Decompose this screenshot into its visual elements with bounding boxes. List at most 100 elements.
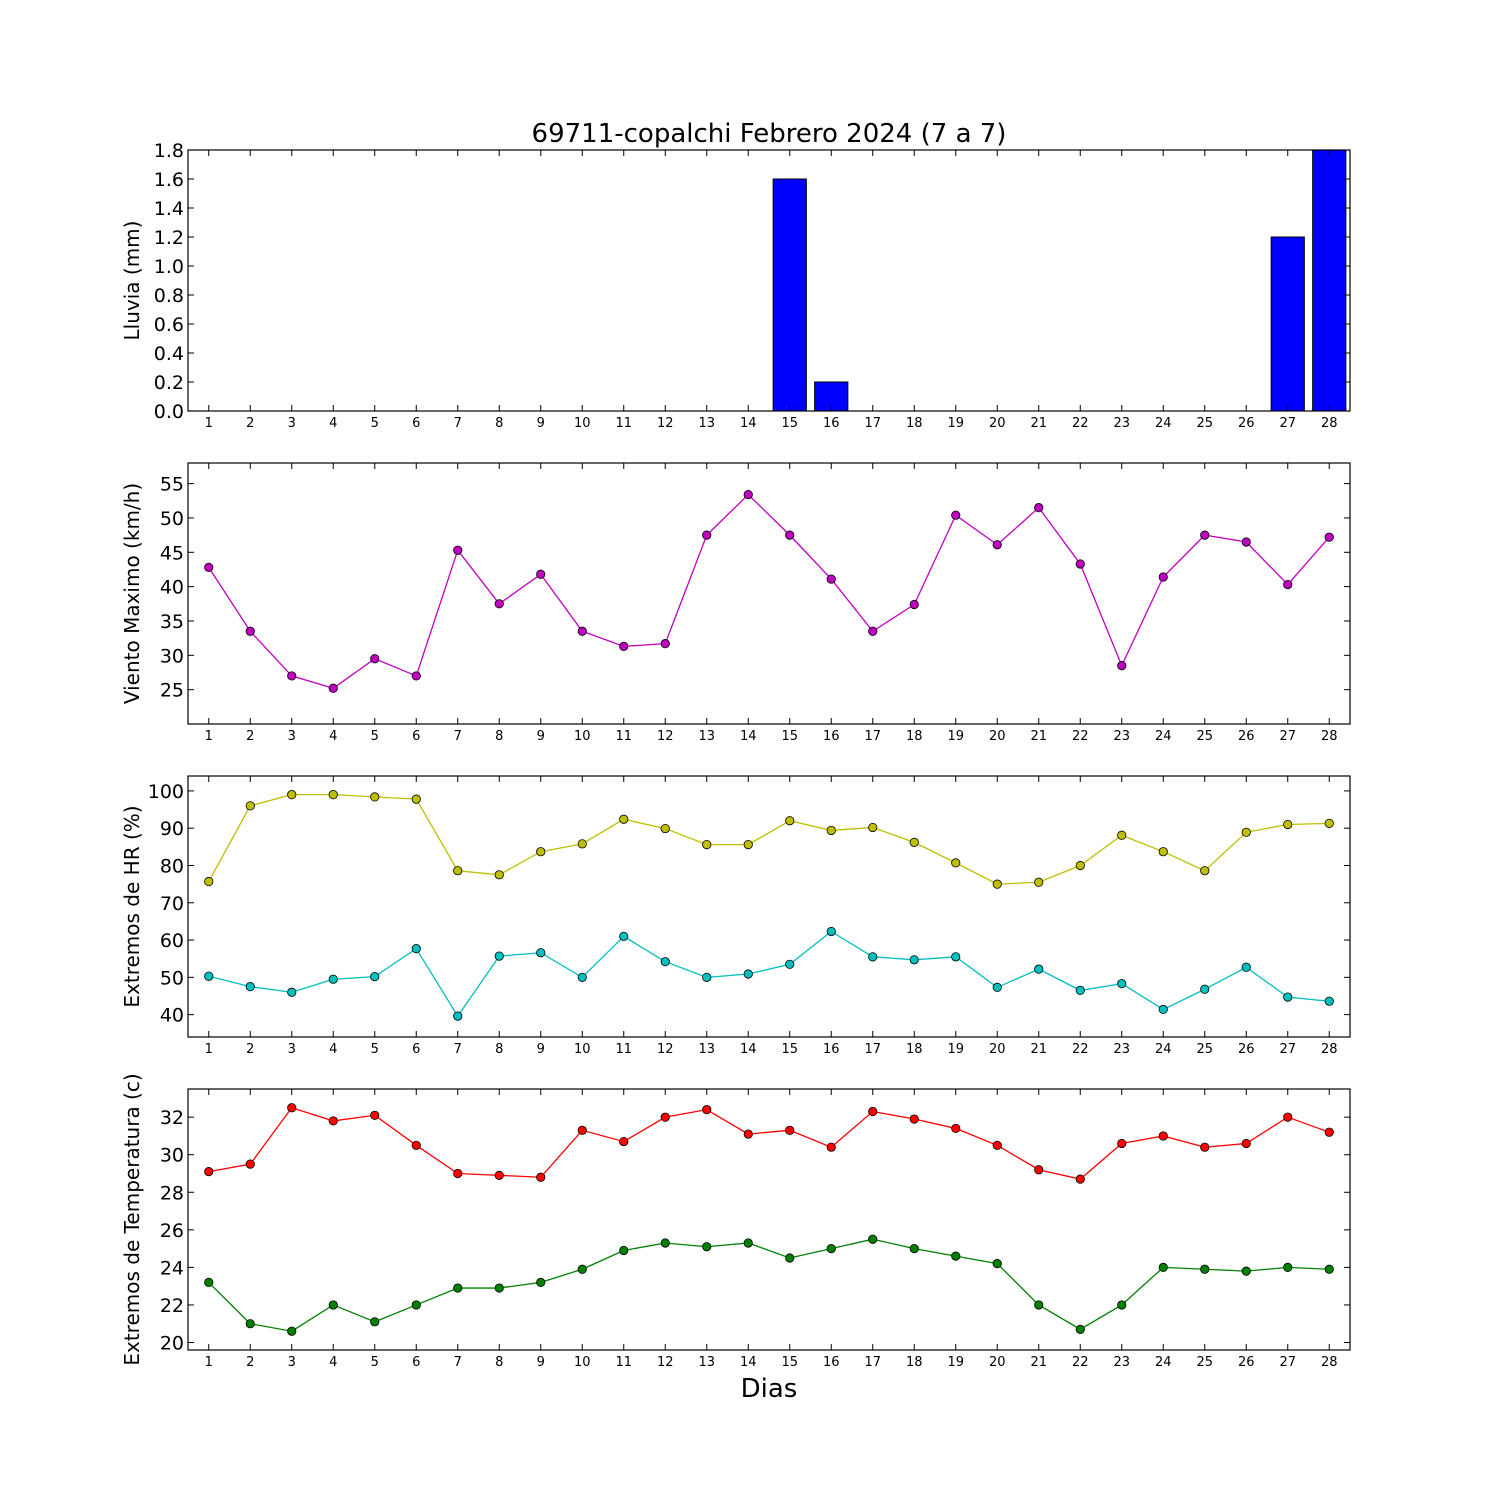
y-tick-label: 90	[160, 818, 184, 840]
series-2-point-day-18	[909, 955, 919, 965]
series-1-point-day-23	[1117, 1138, 1127, 1149]
y-tick-label: 1.6	[154, 169, 184, 191]
series-1-point-day-4	[328, 790, 338, 800]
x-tick-label: 24	[1155, 729, 1172, 744]
series-2-point-day-4	[328, 974, 338, 984]
series-1-point-day-7	[453, 545, 463, 555]
x-tick-label: 28	[1321, 1042, 1338, 1057]
x-tick-label: 4	[329, 1355, 337, 1370]
y-tick-label: 22	[160, 1295, 184, 1317]
x-tick-label: 15	[781, 729, 798, 744]
plot-frame	[187, 149, 1351, 412]
series-2-point-day-8	[494, 951, 504, 961]
series-2-point-day-1	[204, 971, 214, 981]
x-tick-label: 19	[947, 1355, 964, 1370]
series-1-point-day-19	[951, 510, 961, 520]
series-2-point-day-8	[494, 1283, 504, 1293]
series-2-point-day-24	[1158, 1262, 1168, 1272]
series-1-point-day-25	[1200, 1142, 1210, 1152]
x-tick-label: 12	[657, 1355, 674, 1370]
y-tick-label: 25	[160, 680, 184, 702]
x-tick-label: 21	[1030, 1042, 1047, 1057]
x-tick-label: 7	[454, 729, 462, 744]
series-1-point-day-27	[1283, 579, 1293, 590]
series-1-point-day-21	[1034, 877, 1044, 887]
y-tick-label: 0.6	[154, 314, 184, 336]
series-line-2	[208, 930, 1330, 1018]
series-line-2	[208, 1238, 1330, 1332]
x-tick-label: 17	[864, 416, 881, 431]
x-tick-label: 20	[989, 729, 1006, 744]
x-tick-label: 2	[246, 1042, 254, 1057]
x-tick-label: 17	[864, 1042, 881, 1057]
x-tick-label: 15	[781, 1355, 798, 1370]
x-tick-label: 2	[246, 416, 254, 431]
y-tick-label: 1.2	[154, 227, 184, 249]
series-1-point-day-2	[245, 801, 255, 811]
x-tick-label: 6	[412, 1355, 420, 1370]
x-tick-label: 28	[1321, 1355, 1338, 1370]
x-tick-label: 13	[698, 729, 715, 744]
series-line-1	[208, 793, 1330, 885]
series-1-point-day-9	[536, 847, 546, 857]
series-2-point-day-14	[743, 1238, 753, 1248]
x-tick-label: 26	[1238, 1042, 1255, 1057]
series-2-point-day-22	[1075, 985, 1085, 995]
series-1-point-day-20	[992, 879, 1002, 889]
series-2-point-day-4	[328, 1300, 338, 1310]
x-tick-label: 13	[698, 416, 715, 431]
series-2-point-day-25	[1200, 984, 1210, 994]
series-1-point-day-22	[1075, 1174, 1085, 1184]
x-tick-label: 23	[1113, 729, 1130, 744]
x-tick-label: 24	[1155, 1355, 1172, 1370]
x-tick-label: 16	[823, 1042, 840, 1057]
series-2-point-day-11	[619, 931, 629, 941]
y-tick-label: 60	[160, 930, 184, 952]
series-2-point-day-28	[1324, 1264, 1334, 1274]
x-tick-label: 27	[1279, 729, 1296, 744]
x-tick-label: 27	[1279, 1042, 1296, 1057]
series-2-point-day-10	[577, 1264, 587, 1274]
plot-frame	[187, 775, 1351, 1038]
x-tick-label: 7	[454, 416, 462, 431]
y-tick-label: 35	[160, 611, 184, 633]
x-tick-label: 4	[329, 729, 337, 744]
x-tick-label: 3	[288, 729, 296, 744]
series-1-point-day-3	[287, 790, 297, 800]
series-1-point-day-16	[826, 825, 836, 836]
series-1-point-day-28	[1324, 818, 1334, 828]
x-tick-label: 3	[288, 1042, 296, 1057]
series-1-point-day-25	[1200, 866, 1210, 876]
plot-frame	[187, 462, 1351, 725]
series-1-point-day-23	[1117, 830, 1127, 840]
x-tick-label: 18	[906, 416, 923, 431]
y-tick-label: 1.4	[154, 198, 184, 220]
series-2-point-day-26	[1241, 1266, 1251, 1276]
x-tick-label: 9	[537, 1355, 545, 1370]
series-1-point-day-18	[909, 837, 919, 847]
series-1-point-day-21	[1034, 503, 1044, 513]
x-tick-label: 27	[1279, 416, 1296, 431]
series-2-point-day-9	[536, 948, 546, 958]
series-2-point-day-21	[1034, 1300, 1044, 1310]
x-tick-label: 5	[371, 416, 379, 431]
plot-frame	[187, 1088, 1351, 1351]
y-tick-label: 40	[160, 577, 184, 599]
x-tick-label: 22	[1072, 1355, 1089, 1370]
series-2-point-day-27	[1283, 1262, 1293, 1272]
series-2-point-day-7	[453, 1011, 463, 1021]
series-line-1	[208, 493, 1330, 689]
series-1-point-day-5	[370, 1110, 380, 1120]
series-2-point-day-21	[1034, 964, 1044, 974]
series-1-point-day-14	[743, 840, 753, 850]
x-tick-label: 26	[1238, 729, 1255, 744]
series-1-point-day-9	[536, 569, 546, 579]
series-1-point-day-2	[245, 626, 255, 636]
series-2-point-day-3	[287, 1326, 297, 1336]
x-tick-label: 4	[329, 416, 337, 431]
x-tick-label: 17	[864, 729, 881, 744]
series-1-point-day-17	[868, 626, 878, 636]
